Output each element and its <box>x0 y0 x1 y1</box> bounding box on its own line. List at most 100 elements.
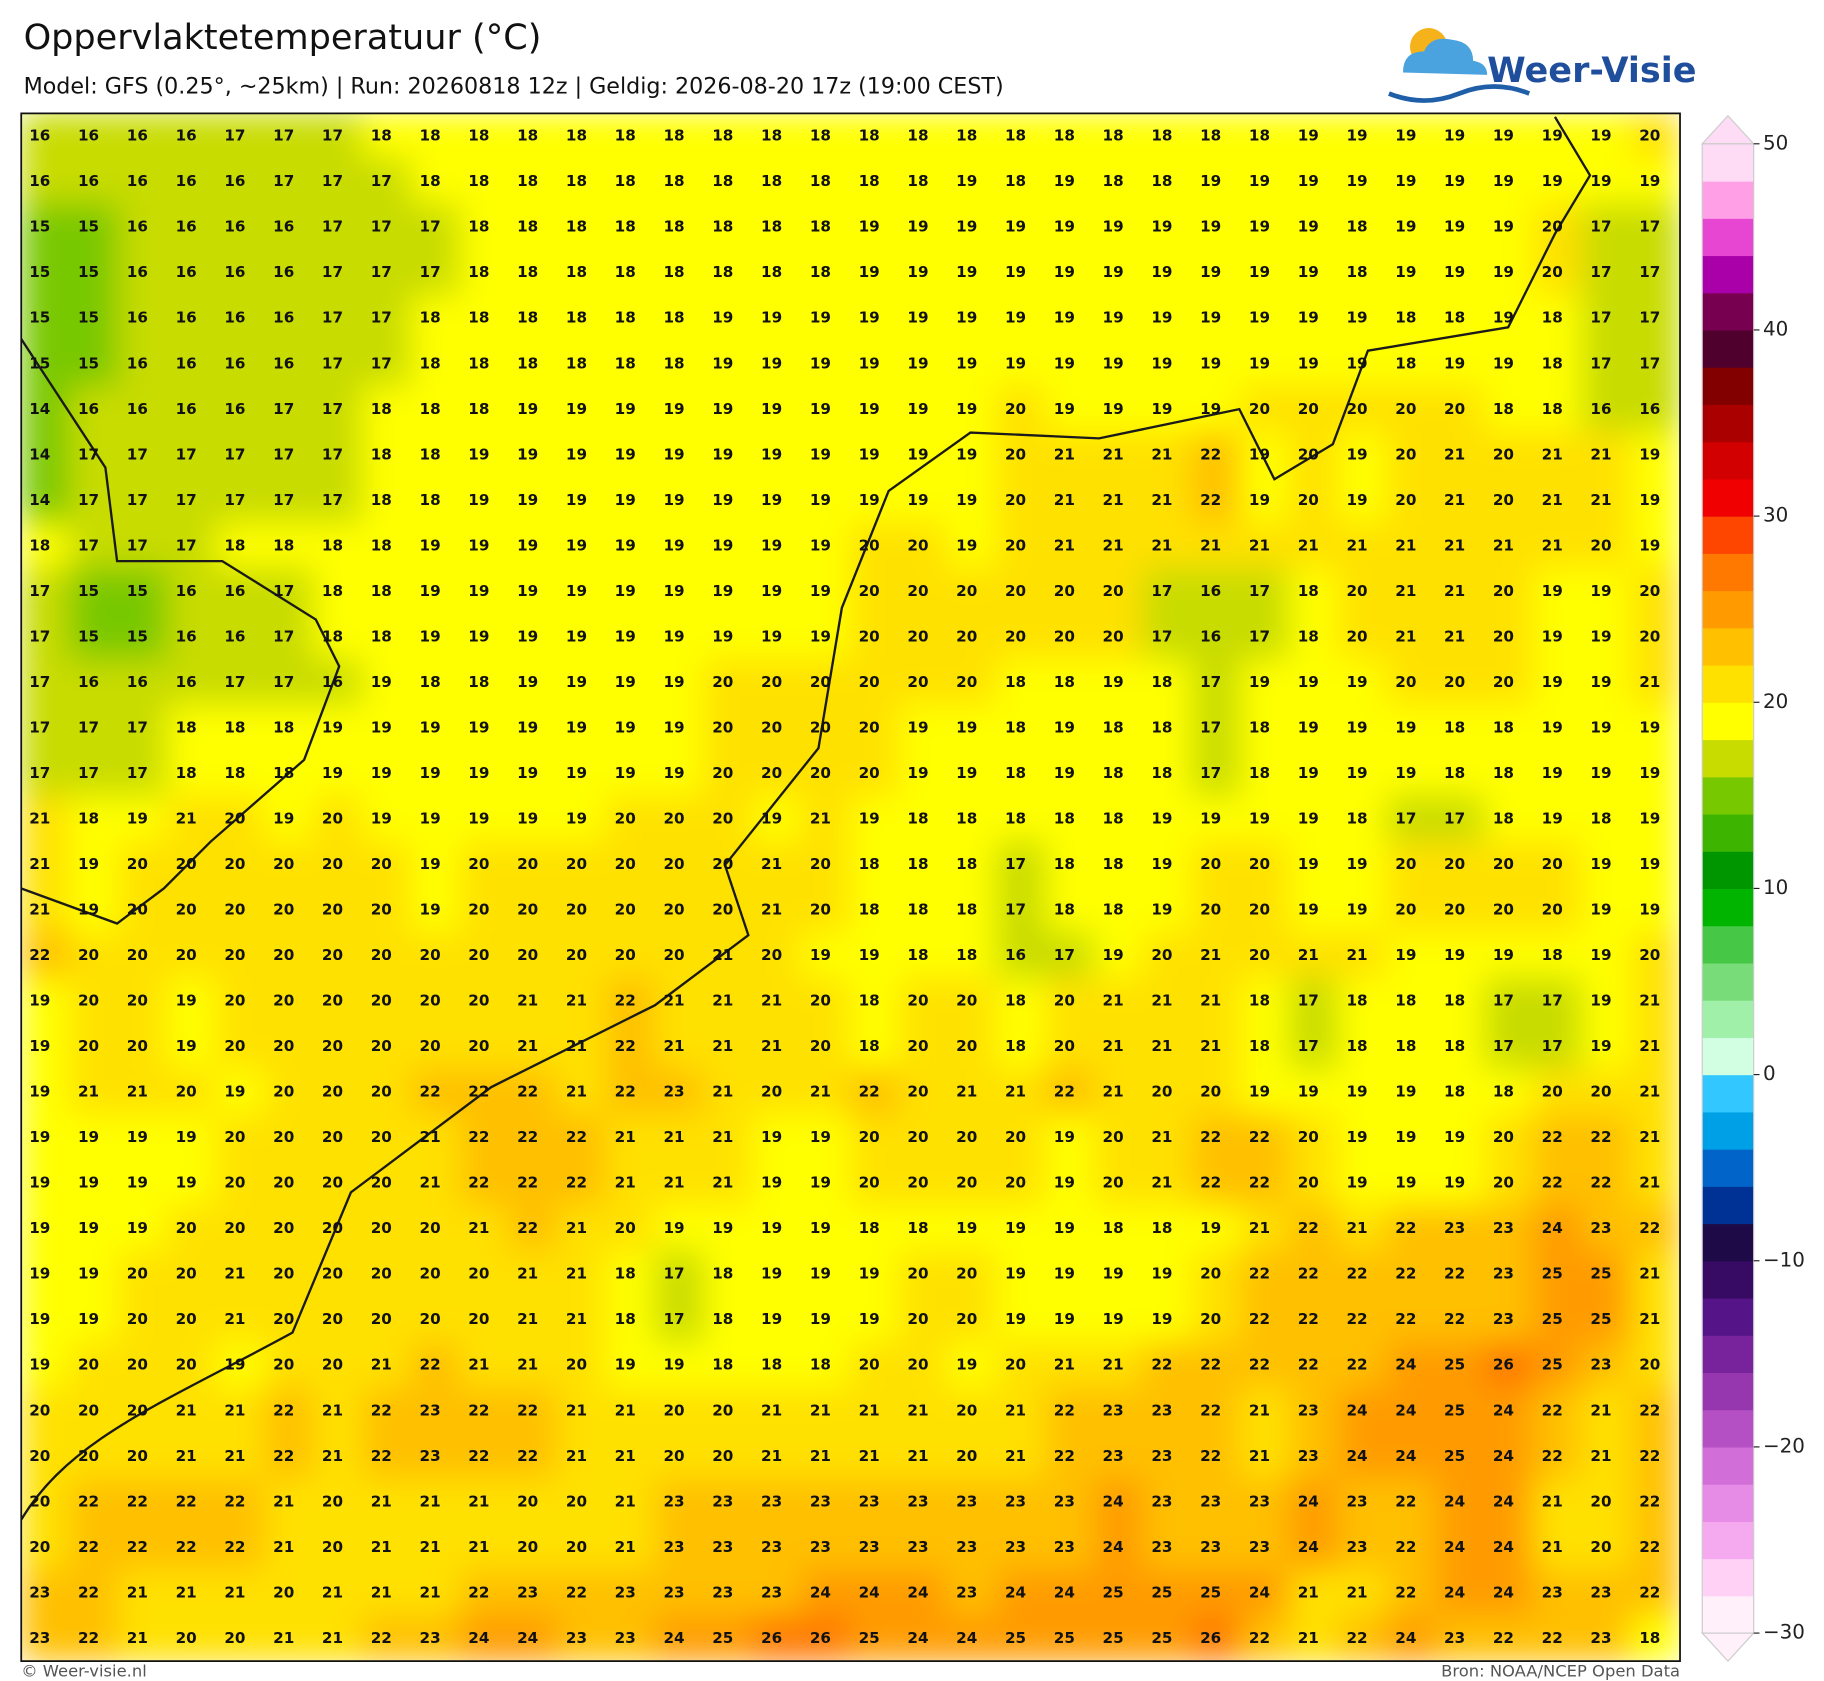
temperature-label: 19 <box>1542 673 1563 691</box>
temperature-cell <box>1581 613 1632 661</box>
temperature-cell <box>752 977 803 1025</box>
temperature-cell <box>996 1068 1047 1116</box>
temperature-label: 22 <box>273 1447 294 1465</box>
temperature-label: 17 <box>322 491 343 509</box>
temperature-label: 18 <box>1444 764 1465 782</box>
temperature-cell <box>947 932 998 979</box>
temperature-label: 21 <box>663 1037 684 1055</box>
temperature-cell <box>850 750 901 797</box>
temperature-cell <box>313 1205 364 1253</box>
temperature-cell <box>1240 158 1291 206</box>
temperature-cell <box>1093 1023 1144 1070</box>
temperature-label: 18 <box>1249 718 1270 736</box>
temperature-cell <box>557 1432 608 1480</box>
temperature-cell <box>606 841 657 888</box>
temperature-label: 18 <box>468 309 489 327</box>
temperature-label: 19 <box>1005 1219 1026 1237</box>
temperature-cell <box>1581 1114 1632 1161</box>
temperature-label: 19 <box>1639 809 1660 827</box>
temperature-label: 18 <box>1542 946 1563 964</box>
temperature-label: 20 <box>78 992 99 1010</box>
temperature-label: 24 <box>1005 1583 1026 1601</box>
temperature-label: 21 <box>761 992 782 1010</box>
temperature-cell <box>1191 1569 1242 1617</box>
temperature-label: 19 <box>1444 218 1465 236</box>
temperature-cell <box>1142 431 1193 479</box>
temperature-cell <box>118 1205 169 1253</box>
temperature-label: 19 <box>810 400 831 418</box>
temperature-cell <box>362 1478 413 1526</box>
temperature-label: 18 <box>517 127 538 145</box>
temperature-cell <box>557 158 608 206</box>
temperature-cell <box>362 1387 413 1435</box>
temperature-cell <box>508 431 559 479</box>
temperature-cell <box>1581 841 1632 888</box>
temperature-label: 20 <box>1346 400 1367 418</box>
temperature-cell <box>69 1341 120 1389</box>
temperature-cell <box>606 1615 657 1662</box>
temperature-cell <box>508 704 559 752</box>
temperature-cell <box>1240 932 1291 979</box>
temperature-label: 18 <box>712 218 733 236</box>
temperature-cell <box>459 1205 510 1253</box>
temperature-cell <box>21 1615 71 1662</box>
temperature-label: 24 <box>1493 1583 1514 1601</box>
temperature-cell <box>1191 1615 1242 1662</box>
temperature-cell <box>752 158 803 206</box>
temperature-label: 19 <box>1346 764 1367 782</box>
temperature-cell <box>1240 340 1291 388</box>
temperature-label: 17 <box>322 445 343 463</box>
temperature-cell <box>1484 113 1535 160</box>
temperature-cell <box>410 1523 461 1571</box>
temperature-label: 20 <box>176 946 197 964</box>
temperature-label: 23 <box>615 1583 636 1601</box>
colorbar-band <box>1702 218 1754 257</box>
temperature-label: 20 <box>1298 1174 1319 1192</box>
temperature-label: 19 <box>956 718 977 736</box>
temperature-label: 19 <box>1151 1310 1172 1328</box>
temperature-cell <box>703 476 754 524</box>
temperature-label: 21 <box>566 1083 587 1101</box>
temperature-cell <box>752 613 803 661</box>
temperature-cell <box>996 932 1047 979</box>
temperature-label: 21 <box>273 1492 294 1510</box>
temperature-cell <box>1435 1250 1486 1298</box>
temperature-label: 17 <box>1249 582 1270 600</box>
temperature-label: 18 <box>566 263 587 281</box>
temperature-cell <box>459 932 510 979</box>
temperature-label: 23 <box>712 1492 733 1510</box>
temperature-cell <box>654 1478 705 1526</box>
temperature-label: 16 <box>273 263 294 281</box>
temperature-cell <box>703 1478 754 1526</box>
temperature-label: 22 <box>468 1083 489 1101</box>
temperature-cell <box>1191 659 1242 706</box>
temperature-cell <box>459 795 510 843</box>
temperature-label: 23 <box>859 1492 880 1510</box>
temperature-cell <box>459 1478 510 1526</box>
temperature-label: 19 <box>956 536 977 554</box>
temperature-cell <box>410 476 461 524</box>
temperature-cell <box>1289 704 1340 752</box>
temperature-cell <box>21 1159 71 1207</box>
temperature-label: 19 <box>566 491 587 509</box>
temperature-cell <box>1240 385 1291 433</box>
colorbar-tick-label: 50 <box>1763 131 1788 154</box>
temperature-cell <box>264 249 315 297</box>
temperature-label: 21 <box>566 1219 587 1237</box>
temperature-label: 20 <box>1395 491 1416 509</box>
temperature-label: 19 <box>1249 673 1270 691</box>
temperature-cell <box>459 1296 510 1344</box>
temperature-cell <box>606 1341 657 1389</box>
temperature-cell <box>752 1478 803 1526</box>
temperature-cell <box>801 249 852 297</box>
temperature-label: 20 <box>273 946 294 964</box>
temperature-label: 18 <box>566 309 587 327</box>
temperature-cell <box>1289 1296 1340 1344</box>
temperature-label: 19 <box>956 218 977 236</box>
temperature-label: 20 <box>176 1310 197 1328</box>
temperature-cell <box>21 522 71 570</box>
temperature-cell <box>703 1523 754 1571</box>
temperature-label: 19 <box>1054 400 1075 418</box>
temperature-cell <box>1191 203 1242 251</box>
temperature-label: 25 <box>859 1629 880 1647</box>
